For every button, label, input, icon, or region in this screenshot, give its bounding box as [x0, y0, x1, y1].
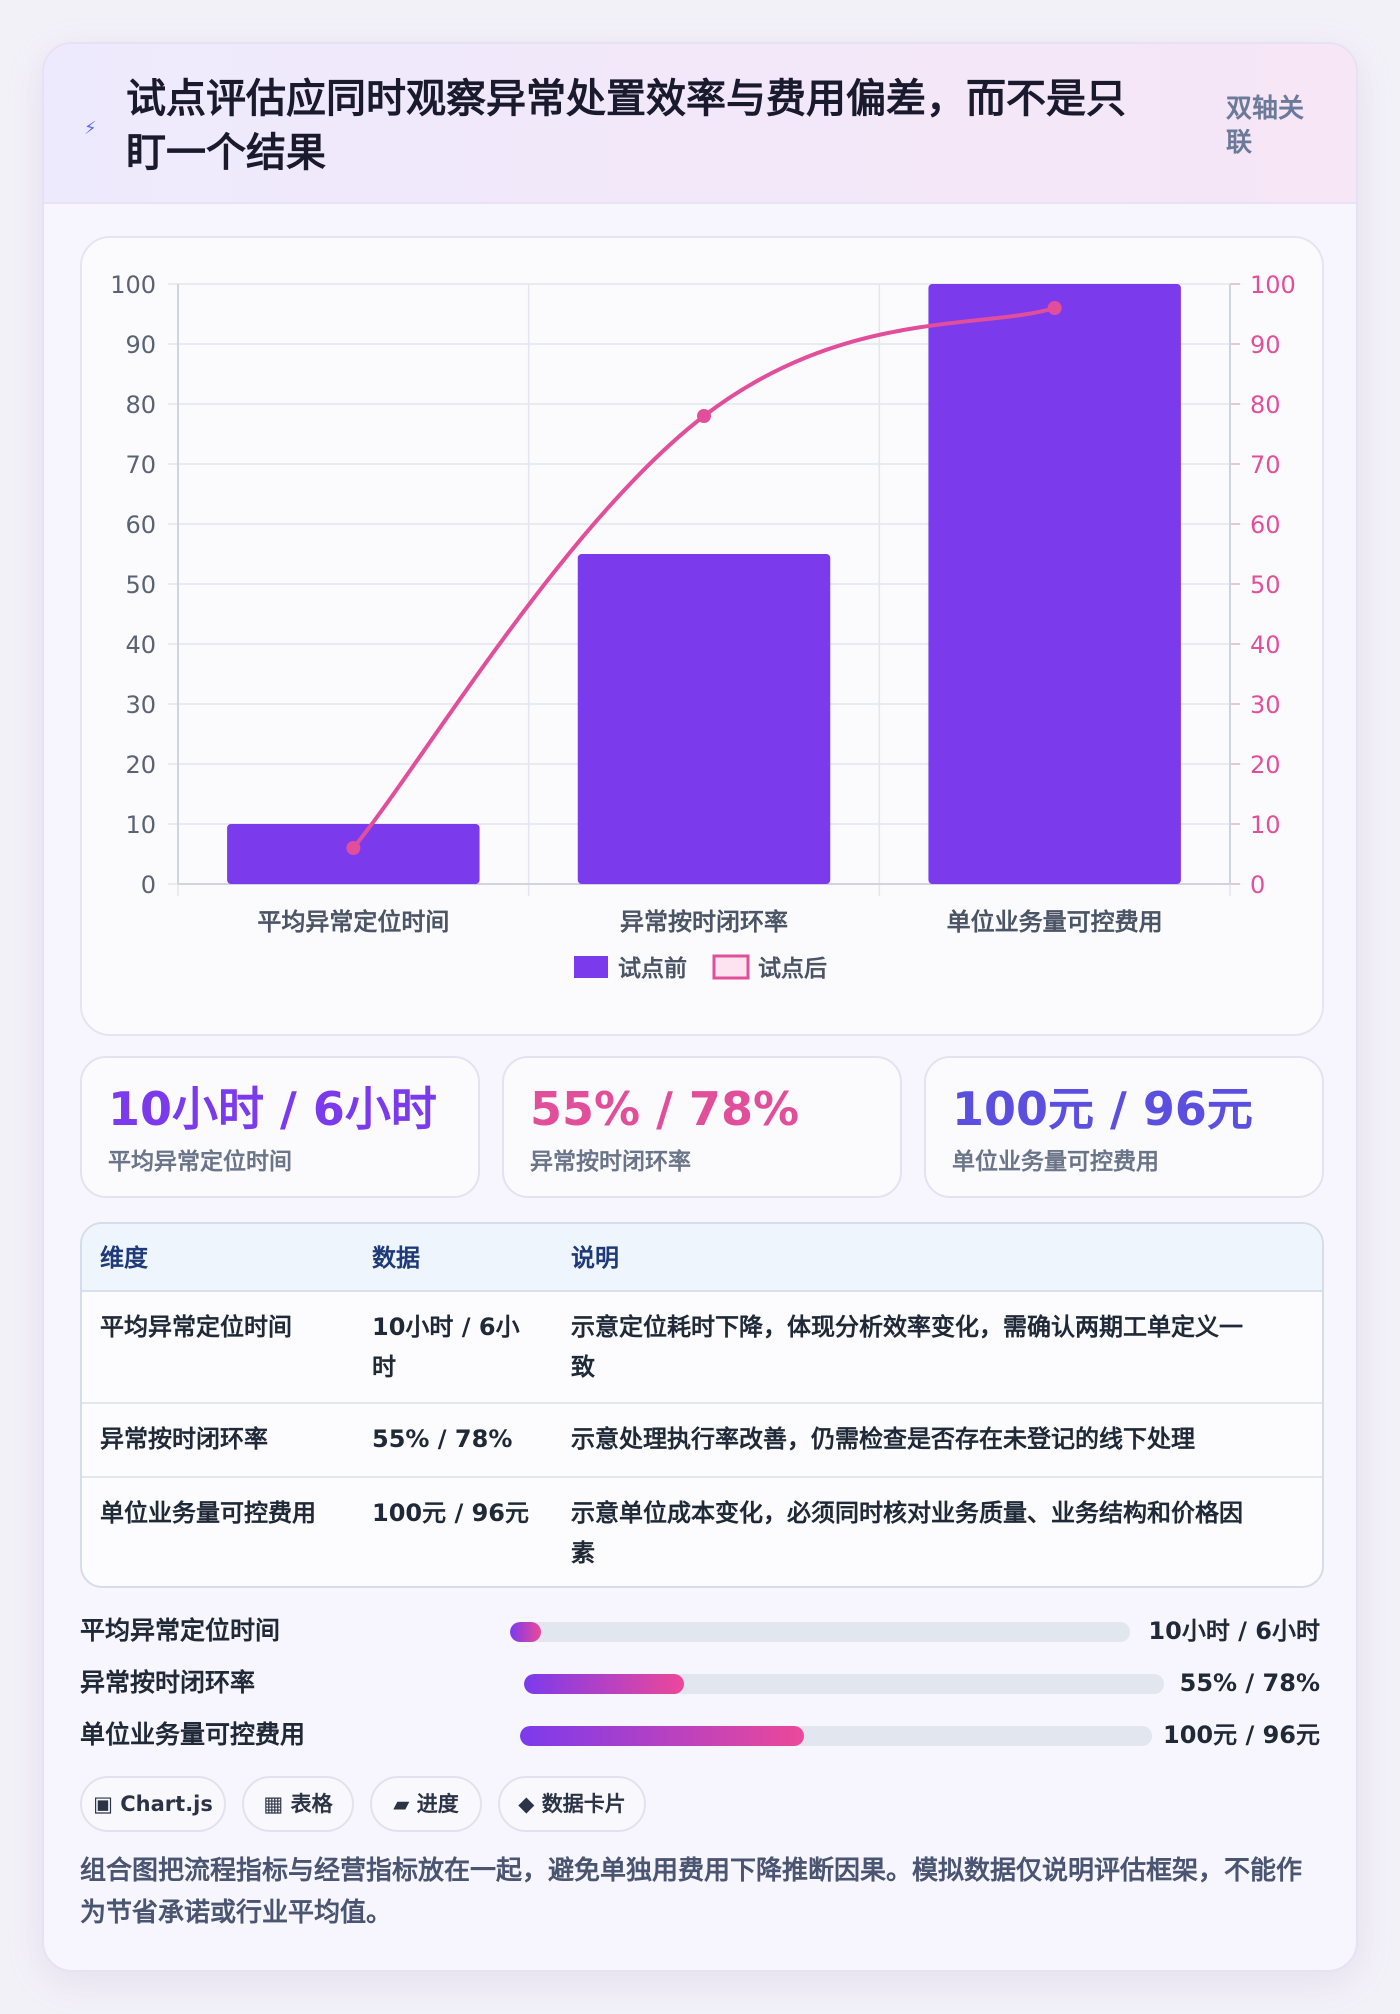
table-cell: 异常按时闭环率	[100, 1425, 268, 1453]
table-cell: 示意定位耗时下降，体现分析效率变化，需确认两期工单定义一	[571, 1313, 1243, 1341]
table-cell: 100元 / 96元	[372, 1499, 529, 1527]
progress-value: 100元 / 96元	[1163, 1721, 1320, 1749]
line-point	[1047, 301, 1062, 315]
table-cell: 单位业务量可控费用	[100, 1499, 316, 1527]
card-header: ⚡ 试点评估应同时观察异常处置效率与费用偏差，而不是只盯一个结果 双轴关联	[44, 44, 1356, 204]
chart-container: 0 10 20 30 40 50 60 70 80 90 100 0 10 20 30 40 50 60 70 80 9…	[80, 236, 1324, 1036]
combo-chart: 0 10 20 30 40 50 60 70 80 90 100 0 10 20 30 40 50 60 70 80 9…	[110, 271, 1296, 982]
y-tick-label: 30	[125, 691, 156, 719]
y2-tick-label: 90	[1250, 331, 1281, 359]
x-tick-label: 平均异常定位时间	[257, 908, 449, 936]
y-tick-label: 40	[125, 631, 156, 659]
y-tick-label: 20	[125, 751, 156, 779]
y2-tick-label: 60	[1250, 511, 1281, 539]
stat-label: 单位业务量可控费用	[952, 1149, 1159, 1175]
table-cell: 10小时 / 6小	[372, 1313, 520, 1341]
y2-tick-label: 10	[1250, 811, 1281, 839]
y2-tick-label: 0	[1250, 871, 1265, 899]
table-cell: 示意处理执行率改善，仍需检查是否存在未登记的线下处理	[571, 1425, 1195, 1453]
table-header-cell: 数据	[372, 1244, 420, 1272]
stat-label: 平均异常定位时间	[108, 1149, 292, 1175]
chip-table[interactable]: ▦ 表格	[242, 1776, 354, 1832]
chip-chartjs[interactable]: ▣ Chart.js	[80, 1776, 226, 1832]
table-row: 异常按时闭环率 55% / 78% 示意处理执行率改善，仍需检查是否存在未登记的…	[82, 1404, 1322, 1478]
stat-card-unit-cost: 100元 / 96元 单位业务量可控费用	[924, 1056, 1324, 1198]
table-header: 维度 数据 说明	[82, 1224, 1322, 1292]
table-cell: 致	[571, 1353, 595, 1381]
stat-value: 55% / 78%	[530, 1082, 800, 1136]
table-cell: 时	[372, 1353, 396, 1381]
stat-label: 异常按时闭环率	[530, 1149, 691, 1175]
chip-progress[interactable]: ▰ 进度	[370, 1776, 482, 1832]
chip-label: 表格	[290, 1792, 333, 1816]
y2-tick-label: 40	[1250, 631, 1281, 659]
progress-track	[524, 1674, 1164, 1694]
progress-label: 平均异常定位时间	[80, 1616, 281, 1645]
table-header-cell: 维度	[100, 1244, 148, 1272]
chip-label: Chart.js	[120, 1792, 213, 1816]
main-card: ⚡ 试点评估应同时观察异常处置效率与费用偏差，而不是只盯一个结果 双轴关联 0 1…	[42, 42, 1358, 1972]
y-tick-label: 10	[125, 811, 156, 839]
progress-track	[520, 1726, 1152, 1746]
table-chip-icon: ▦	[263, 1792, 284, 1816]
data-table: 维度 数据 说明 平均异常定位时间 10小时 / 6小 时 示意定位耗时下降，体…	[80, 1222, 1324, 1588]
y2-tick-label: 30	[1250, 691, 1281, 719]
footer-note: 组合图把流程指标与经营指标放在一起，避免单独用费用下降推断因果。模拟数据仅说明评…	[80, 1856, 1303, 1928]
table-cell: 素	[571, 1539, 595, 1567]
y2-tick-label: 20	[1250, 751, 1281, 779]
stat-card-close-rate: 55% / 78% 异常按时闭环率	[502, 1056, 902, 1198]
y-tick-label: 90	[125, 331, 156, 359]
header-tag: 双轴关联	[1226, 94, 1305, 158]
progress-fill	[524, 1674, 684, 1694]
bar	[928, 284, 1181, 884]
y2-tick-label: 70	[1250, 451, 1281, 479]
line-point	[346, 841, 361, 855]
progress-value: 10小时 / 6小时	[1148, 1617, 1320, 1645]
progress-label: 单位业务量可控费用	[80, 1720, 306, 1749]
progress-track	[510, 1622, 1130, 1642]
legend-label: 试点后	[758, 956, 827, 982]
table-cell: 示意单位成本变化，必须同时核对业务质量、业务结构和价格因	[571, 1499, 1243, 1527]
stat-card-locate-time: 10小时 / 6小时 平均异常定位时间	[80, 1056, 480, 1198]
y-tick-label: 60	[125, 511, 156, 539]
legend-label: 试点前	[618, 955, 687, 982]
progress-value: 55% / 78%	[1179, 1669, 1320, 1697]
y-tick-label: 100	[110, 271, 156, 299]
progress-fill	[520, 1726, 805, 1746]
x-tick-label: 单位业务量可控费用	[947, 908, 1163, 936]
table-cell: 55% / 78%	[372, 1425, 513, 1453]
legend-swatch-bar	[574, 956, 608, 978]
page-title: 试点评估应同时观察异常处置效率与费用偏差，而不是只盯一个结果	[126, 76, 1126, 176]
chart-chip-icon: ▣	[93, 1792, 113, 1816]
chip-label: 进度	[416, 1792, 459, 1816]
line-point	[697, 409, 711, 423]
y-tick-label: 70	[125, 451, 156, 479]
progress-chip-icon: ▰	[393, 1792, 410, 1816]
table-cell: 平均异常定位时间	[100, 1313, 292, 1341]
chip-label: 数据卡片	[541, 1792, 626, 1816]
legend-swatch-line	[712, 954, 750, 980]
bolt-icon: ⚡	[84, 118, 97, 139]
stat-value: 100元 / 96元	[952, 1082, 1253, 1136]
x-tick-label: 异常按时闭环率	[620, 908, 788, 936]
chip-data-card[interactable]: ◆ 数据卡片	[498, 1776, 646, 1832]
diamond-chip-icon: ◆	[518, 1792, 535, 1816]
progress-label: 异常按时闭环率	[80, 1668, 256, 1697]
stat-value: 10小时 / 6小时	[108, 1082, 437, 1136]
y2-tick-label: 80	[1250, 391, 1281, 419]
y-tick-label: 0	[141, 871, 156, 899]
y2-tick-label: 100	[1250, 271, 1296, 299]
y2-tick-label: 50	[1250, 571, 1281, 599]
table-header-cell: 说明	[571, 1244, 619, 1272]
progress-fill	[510, 1622, 541, 1642]
series-line	[351, 306, 1056, 850]
bar	[577, 554, 831, 884]
y-tick-label: 50	[125, 571, 156, 599]
table-row: 单位业务量可控费用 100元 / 96元 示意单位成本变化，必须同时核对业务质量…	[82, 1478, 1322, 1586]
y-tick-label: 80	[125, 391, 156, 419]
table-row: 平均异常定位时间 10小时 / 6小 时 示意定位耗时下降，体现分析效率变化，需…	[82, 1292, 1322, 1404]
